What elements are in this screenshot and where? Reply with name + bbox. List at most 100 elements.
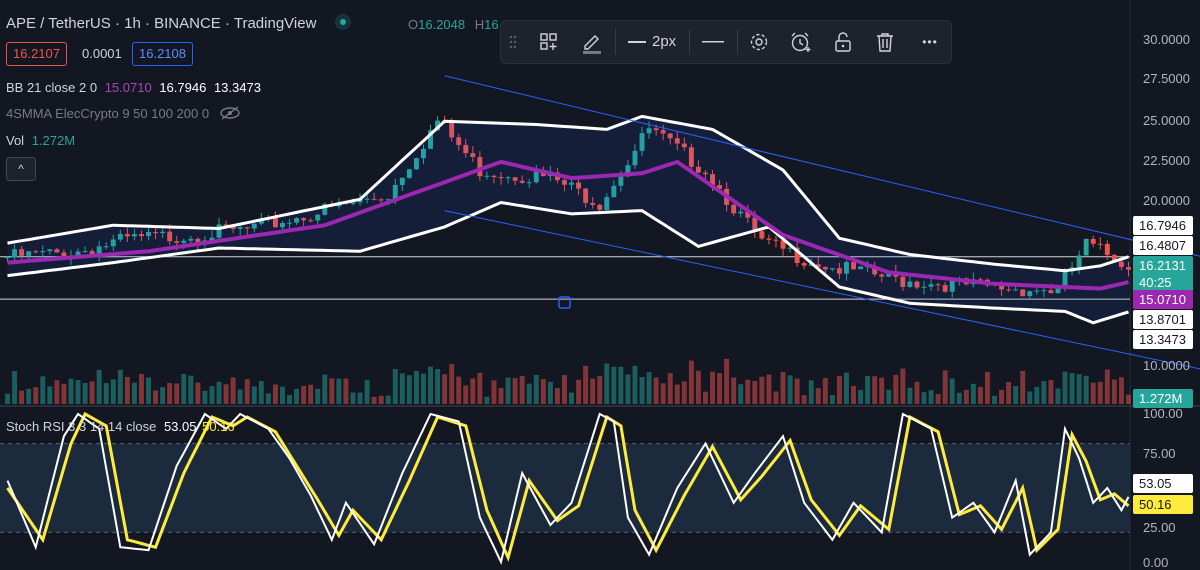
price-tick: 10.0000 bbox=[1143, 358, 1190, 373]
volume-bar bbox=[167, 383, 173, 404]
candle-body bbox=[216, 224, 222, 238]
volume-legend[interactable]: Vol 1.272M bbox=[6, 133, 76, 148]
candle-body bbox=[280, 223, 285, 228]
volume-bar bbox=[33, 387, 39, 404]
candle-body bbox=[146, 231, 151, 237]
volume-bar bbox=[280, 386, 285, 404]
volume-bar bbox=[914, 381, 920, 404]
volume-bar bbox=[900, 368, 906, 404]
trend-channel-line bbox=[444, 210, 1200, 370]
volume-bar bbox=[526, 383, 532, 404]
volume-tag: 1.272M bbox=[1133, 389, 1193, 408]
volume-bar bbox=[667, 373, 673, 404]
line-width-button[interactable]: 2px bbox=[621, 21, 683, 63]
volume-bar bbox=[703, 391, 708, 404]
candle-body bbox=[1076, 255, 1082, 268]
bb-upper-value: 16.7946 bbox=[159, 80, 207, 95]
candle-body bbox=[597, 204, 603, 210]
candle-body bbox=[576, 182, 582, 189]
volume-bar bbox=[435, 369, 441, 404]
volume-bar bbox=[928, 390, 934, 404]
bb-upper-line bbox=[7, 114, 1129, 273]
candle-body bbox=[907, 281, 913, 287]
drag-handle-icon[interactable] bbox=[505, 21, 521, 63]
candle-body bbox=[399, 177, 405, 185]
candle-body bbox=[89, 251, 95, 255]
candle-body bbox=[710, 174, 715, 186]
volume-bar bbox=[886, 389, 892, 404]
candle-body bbox=[406, 169, 412, 178]
settings-gear-icon[interactable] bbox=[743, 21, 775, 63]
candle-body bbox=[829, 268, 835, 270]
candle-body bbox=[26, 251, 32, 256]
bollinger-legend[interactable]: BB 21 close 2 0 15.0710 16.7946 13.3473 bbox=[6, 80, 261, 95]
volume-bar bbox=[653, 377, 659, 404]
rsi-tick: 25.00 bbox=[1143, 520, 1176, 535]
candle-body bbox=[738, 211, 744, 214]
candle-body bbox=[822, 267, 828, 270]
candle-body bbox=[195, 238, 201, 243]
volume-bar bbox=[1076, 374, 1082, 404]
candle-body bbox=[181, 240, 187, 243]
stoch-d-line bbox=[6, 411, 1130, 563]
collapse-legend-button[interactable]: ^ bbox=[6, 157, 36, 181]
volume-bar bbox=[265, 393, 271, 404]
price-tick: 30.0000 bbox=[1143, 32, 1190, 47]
candle-body bbox=[921, 286, 927, 288]
volume-bar bbox=[251, 386, 257, 404]
volume-bar bbox=[872, 376, 878, 404]
volume-bar bbox=[244, 379, 250, 404]
candle-body bbox=[562, 180, 567, 185]
volume-bar bbox=[1013, 386, 1019, 404]
hidden-eye-icon[interactable] bbox=[219, 106, 241, 120]
candle-body bbox=[19, 249, 25, 256]
volume-bar bbox=[1090, 382, 1096, 404]
candle-body bbox=[1027, 291, 1033, 297]
volume-bar bbox=[1083, 375, 1089, 404]
stoch-rsi-legend[interactable]: Stoch RSI 3 3 14 14 close 53.05 50.16 bbox=[6, 419, 235, 434]
buy-price-button[interactable]: 16.2108 bbox=[132, 42, 193, 66]
volume-bar bbox=[970, 383, 976, 404]
candle-body bbox=[583, 188, 589, 203]
line-style-icon[interactable] bbox=[697, 21, 729, 63]
volume-bar bbox=[139, 374, 144, 404]
trash-icon[interactable] bbox=[869, 21, 901, 63]
alert-clock-icon[interactable] bbox=[785, 21, 817, 63]
candle-body bbox=[688, 147, 694, 167]
candle-body bbox=[1013, 289, 1019, 291]
more-options-icon[interactable]: ••• bbox=[922, 35, 938, 49]
candle-body bbox=[879, 274, 885, 277]
line-color-icon[interactable] bbox=[573, 21, 611, 63]
volume-bar bbox=[463, 385, 469, 404]
volume-bar bbox=[392, 369, 398, 404]
volume-bar bbox=[110, 379, 116, 404]
lock-open-icon[interactable] bbox=[827, 21, 859, 63]
volume-bar bbox=[1126, 394, 1131, 404]
volume-bar bbox=[1111, 379, 1117, 404]
candle-body bbox=[1118, 261, 1124, 268]
candle-body bbox=[717, 185, 723, 189]
candle-body bbox=[435, 120, 441, 131]
candle-body bbox=[498, 177, 504, 179]
volume-bar bbox=[1006, 381, 1012, 404]
candle-body bbox=[519, 180, 525, 183]
volume-bar bbox=[1027, 391, 1033, 404]
candle-body bbox=[1048, 290, 1054, 294]
sell-price-button[interactable]: 16.2107 bbox=[6, 42, 67, 66]
symbol-title[interactable]: APE / TetherUS · 1h · BINANCE · TradingV… bbox=[6, 15, 317, 32]
candle-body bbox=[484, 175, 490, 177]
candle-body bbox=[660, 130, 666, 134]
candle-body bbox=[110, 239, 116, 247]
smma-legend[interactable]: 4SMMA ElecCrypto 9 50 100 200 0 bbox=[6, 106, 241, 121]
volume-bar bbox=[519, 375, 525, 404]
add-template-icon[interactable] bbox=[531, 21, 567, 63]
candle-body bbox=[350, 202, 356, 204]
candle-body bbox=[244, 227, 250, 229]
volume-bar bbox=[822, 378, 828, 404]
candle-body bbox=[1055, 286, 1061, 294]
candle-body bbox=[604, 197, 610, 210]
volume-bar bbox=[604, 363, 610, 404]
candle-body bbox=[188, 238, 194, 241]
candle-body bbox=[505, 177, 511, 179]
